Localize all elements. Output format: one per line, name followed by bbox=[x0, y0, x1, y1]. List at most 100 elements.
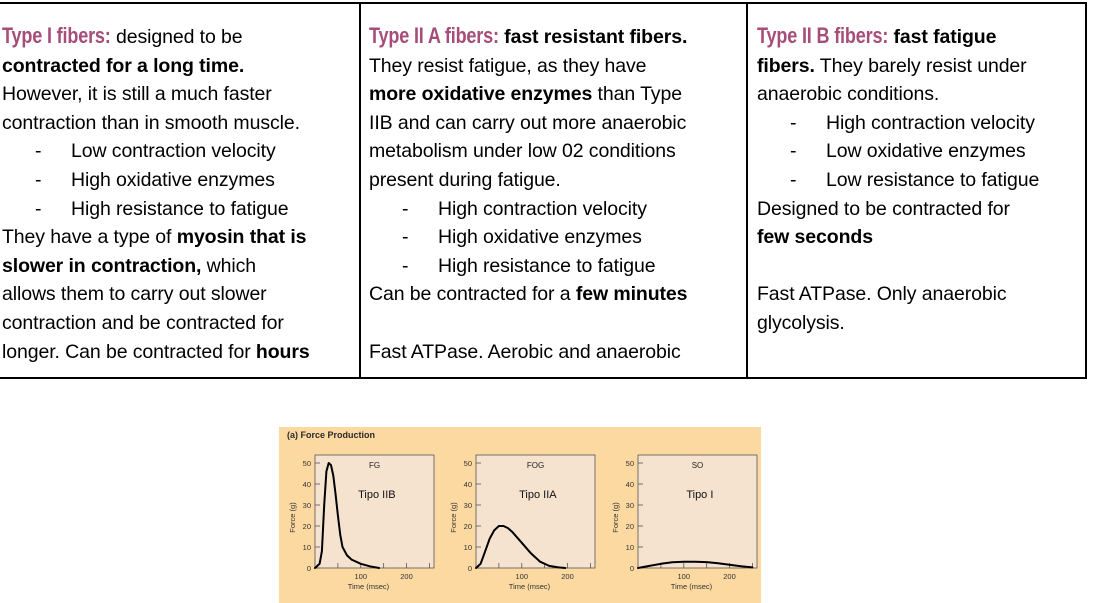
svg-text:40: 40 bbox=[464, 480, 472, 489]
force-chart-fog: 0 10 20 30 40 50 100 200 Time (msec) Force (g) FOG… bbox=[446, 427, 605, 603]
force-production-figure: (a) Force Production 0 10 20 30 40 50 100 200 Ti… bbox=[279, 427, 761, 603]
svg-text:Tipo IIA: Tipo IIA bbox=[519, 489, 557, 501]
bullet-text: High resistance to fatigue bbox=[438, 254, 656, 277]
svg-text:40: 40 bbox=[626, 480, 634, 489]
bold-text: contracted for a long time. bbox=[2, 54, 245, 77]
text-line: However, it is still a much faster bbox=[2, 80, 359, 109]
text-line: They have a type of myosin that is bbox=[2, 223, 359, 252]
svg-text:0: 0 bbox=[468, 564, 472, 573]
text: IIB and can carry out more anaerobic bbox=[369, 111, 687, 134]
heading-description: designed to be bbox=[110, 26, 243, 48]
svg-text:0: 0 bbox=[630, 564, 634, 573]
bullet-text: High resistance to fatigue bbox=[71, 197, 289, 220]
text: Fast ATPase. Aerobic and anaerobic bbox=[369, 340, 681, 363]
text: present during fatigue. bbox=[369, 168, 561, 191]
text-line: more oxidative enzymes than Type bbox=[369, 80, 746, 109]
bold-text: myosin that is bbox=[176, 226, 307, 249]
svg-text:20: 20 bbox=[626, 522, 634, 531]
bullet-dash: - bbox=[402, 226, 409, 249]
bullet-item: - Low contraction velocity bbox=[2, 137, 359, 166]
svg-text:20: 20 bbox=[464, 522, 472, 531]
text-line: They resist fatigue, as they have bbox=[369, 52, 746, 81]
text-line: Designed to be contracted for bbox=[757, 195, 1085, 224]
text-line: glycolysis. bbox=[757, 309, 1085, 338]
bullet-dash: - bbox=[790, 140, 797, 163]
force-chart-fg: 0 10 20 30 40 50 100 200 Time (msec) Force (g) FG T… bbox=[285, 427, 444, 603]
bullet-text: High contraction velocity bbox=[438, 197, 647, 220]
text-line: Can be contracted for a few minutes bbox=[369, 280, 746, 309]
bullet-text: High oxidative enzymes bbox=[71, 168, 275, 191]
text-line: metabolism under low 02 conditions bbox=[369, 137, 746, 166]
text: Designed to be contracted for bbox=[757, 197, 1010, 220]
text-line: longer. Can be contracted for hours bbox=[2, 338, 359, 367]
bullet-dash: - bbox=[790, 111, 797, 134]
bullet-item: - Low oxidative enzymes bbox=[757, 137, 1085, 166]
svg-text:10: 10 bbox=[626, 543, 634, 552]
text: They barely resist under bbox=[814, 54, 1027, 77]
column-type-2b: Type II B fibers: fast fatigue fibers. Th… bbox=[748, 4, 1085, 377]
text: anaerobic conditions. bbox=[757, 83, 940, 106]
text-line: Fast ATPase. Aerobic and anaerobic bbox=[369, 338, 746, 367]
text: which bbox=[201, 254, 257, 277]
bullet-text: High oxidative enzymes bbox=[438, 226, 642, 249]
text: Fast ATPase. Only anaerobic bbox=[757, 283, 1007, 306]
bullet-text: High contraction velocity bbox=[826, 111, 1035, 134]
bullet-text: Low oxidative enzymes bbox=[826, 140, 1026, 163]
svg-text:Force (g): Force (g) bbox=[288, 502, 297, 533]
text: contraction than in smooth muscle. bbox=[2, 111, 300, 134]
text-line: contracted for a long time. bbox=[2, 52, 359, 81]
text: than Type bbox=[592, 83, 683, 106]
text-line: anaerobic conditions. bbox=[757, 80, 1085, 109]
svg-text:30: 30 bbox=[626, 501, 634, 510]
svg-text:200: 200 bbox=[561, 572, 574, 581]
bold-text: few seconds bbox=[757, 226, 873, 249]
bullet-text: Low resistance to fatigue bbox=[826, 168, 1040, 191]
figure-title: (a) Force Production bbox=[287, 430, 376, 440]
fiber-type-label: Type II B fibers: bbox=[757, 23, 889, 48]
spacer bbox=[369, 309, 746, 338]
bullet-text: Low contraction velocity bbox=[71, 140, 276, 163]
svg-text:10: 10 bbox=[464, 543, 472, 552]
column-heading: Type I fibers: designed to be bbox=[2, 22, 359, 52]
bullet-item: - High resistance to fatigue bbox=[2, 195, 359, 224]
bullet-dash: - bbox=[402, 197, 409, 220]
svg-text:100: 100 bbox=[516, 572, 529, 581]
text: They resist fatigue, as they have bbox=[369, 54, 647, 77]
svg-text:Time (msec): Time (msec) bbox=[509, 582, 551, 591]
bold-text: few minutes bbox=[575, 283, 688, 306]
svg-text:Force (g): Force (g) bbox=[611, 502, 620, 533]
svg-text:Time (msec): Time (msec) bbox=[348, 582, 390, 591]
heading-description: fast fatigue bbox=[888, 26, 997, 48]
column-type-1: Type I fibers: designed to be contracted … bbox=[0, 4, 361, 377]
text-line: present during fatigue. bbox=[369, 166, 746, 195]
bullet-dash: - bbox=[35, 197, 42, 220]
bullet-item: - High contraction velocity bbox=[369, 195, 746, 224]
force-chart-so: 0 10 20 30 40 50 100 200 Time (msec) Force (g) SO T… bbox=[608, 427, 767, 603]
text-line: IIB and can carry out more anaerobic bbox=[369, 109, 746, 138]
bullet-dash: - bbox=[35, 168, 42, 191]
text-line: slower in contraction, which bbox=[2, 252, 359, 281]
bold-text: slower in contraction, bbox=[2, 254, 202, 277]
svg-text:Force (g): Force (g) bbox=[449, 502, 458, 533]
text: Can be contracted for a bbox=[369, 283, 576, 306]
svg-text:Tipo IIB: Tipo IIB bbox=[358, 489, 396, 501]
fiber-type-label: Type II A fibers: bbox=[369, 23, 499, 48]
svg-text:Time (msec): Time (msec) bbox=[671, 582, 713, 591]
text: allows them to carry out slower bbox=[2, 283, 267, 306]
svg-text:10: 10 bbox=[303, 543, 311, 552]
text-line: fibers. They barely resist under bbox=[757, 52, 1085, 81]
text: However, it is still a much faster bbox=[2, 83, 272, 106]
svg-text:FG: FG bbox=[369, 461, 380, 470]
text-line: few seconds bbox=[757, 223, 1085, 252]
text: metabolism under low 02 conditions bbox=[369, 140, 676, 163]
svg-text:FOG: FOG bbox=[527, 461, 544, 470]
svg-text:200: 200 bbox=[723, 572, 736, 581]
text-line: contraction than in smooth muscle. bbox=[2, 109, 359, 138]
text-line: contraction and be contracted for bbox=[2, 309, 359, 338]
column-heading: Type II B fibers: fast fatigue bbox=[757, 22, 1085, 52]
bold-text: hours bbox=[255, 340, 310, 363]
svg-text:0: 0 bbox=[307, 564, 311, 573]
column-heading: Type II A fibers: fast resistant fibers. bbox=[369, 22, 746, 52]
text: contraction and be contracted for bbox=[2, 311, 284, 334]
bold-text: fibers. bbox=[757, 54, 815, 77]
